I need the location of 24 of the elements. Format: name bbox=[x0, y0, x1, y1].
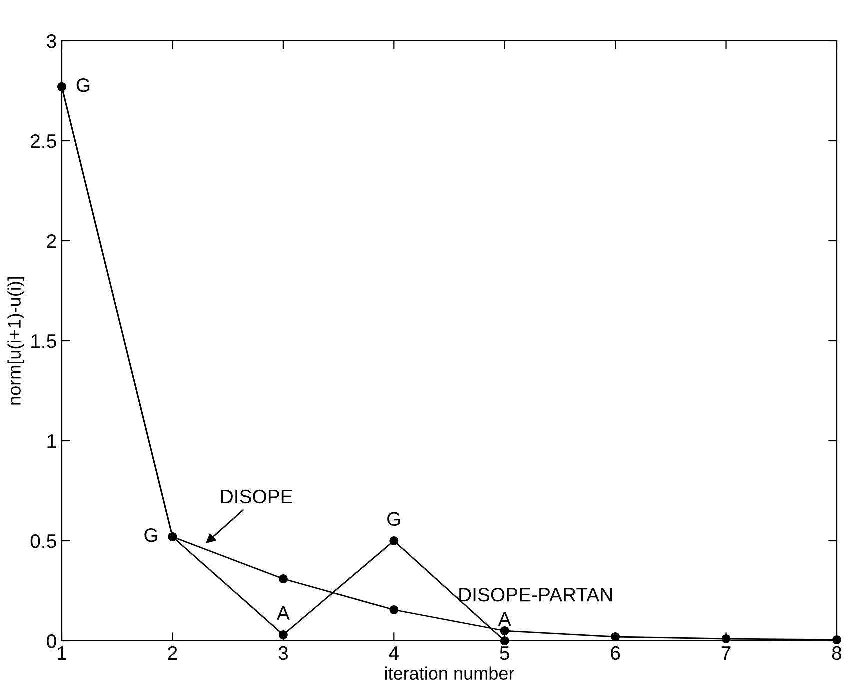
annotation: A bbox=[276, 606, 290, 620]
y-tick-label: 1.5 bbox=[32, 334, 56, 348]
x-tick-label: 2 bbox=[168, 646, 178, 660]
x-tick-label: 3 bbox=[278, 646, 288, 660]
y-axis-title: norm[u(i+1)-u(i)] bbox=[8, 277, 25, 405]
x-tick-label: 8 bbox=[832, 646, 842, 660]
y-tick-label: 1 bbox=[48, 434, 56, 448]
annotation: G bbox=[144, 528, 158, 542]
annotation: G bbox=[76, 78, 90, 92]
annotation: A bbox=[498, 612, 512, 626]
y-tick-label: 2 bbox=[47, 234, 56, 248]
x-axis-title: iteration number bbox=[385, 666, 514, 680]
y-tick-label: 2.5 bbox=[31, 134, 56, 148]
x-tick-label: 6 bbox=[611, 646, 620, 660]
y-tick-label: 0.5 bbox=[30, 534, 56, 548]
text: DISOPE bbox=[221, 490, 292, 504]
x-tick-label: 5 bbox=[500, 646, 510, 660]
x-tick-label: 7 bbox=[722, 646, 731, 660]
x-tick-label: 1 bbox=[58, 646, 66, 660]
y-tick-label: 0 bbox=[47, 634, 56, 648]
y-tick-label: 3 bbox=[47, 34, 56, 48]
annotation: G bbox=[388, 512, 400, 526]
series-label: DISOPE-PARTAN bbox=[460, 588, 612, 602]
x-tick-label: 4 bbox=[389, 646, 399, 660]
